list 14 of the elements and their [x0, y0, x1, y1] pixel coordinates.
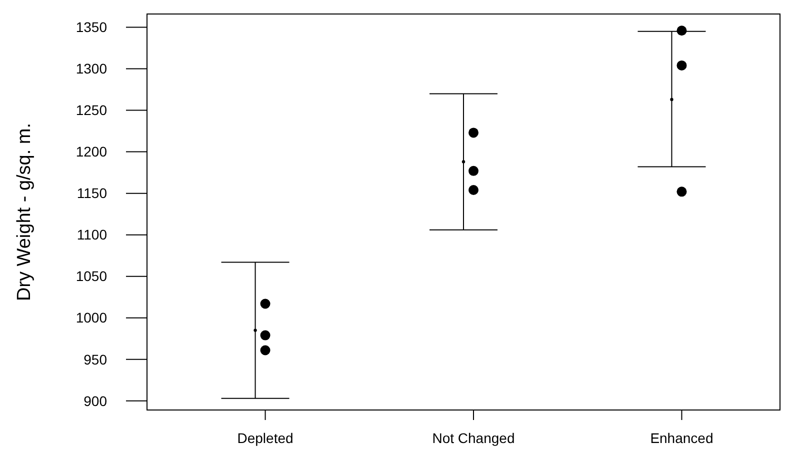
y-tick-label: 1300: [76, 60, 108, 77]
y-tick-label: 1250: [76, 102, 108, 118]
x-tick-label: Enhanced: [650, 430, 714, 446]
y-tick-label: 1350: [76, 19, 108, 36]
x-tick-label: Depleted: [237, 430, 294, 446]
y-tick-label: 900: [84, 392, 108, 409]
y-tick-label: 1200: [76, 144, 108, 160]
x-tick-label: Not Changed: [432, 430, 515, 446]
y-tick-label: 950: [84, 351, 108, 368]
y-tick-label: 1000: [76, 310, 108, 326]
y-tick-label: 1150: [76, 185, 108, 202]
y-axis-title: Dry Weight - g/sq. m.: [14, 122, 35, 302]
y-tick-label: 1100: [76, 226, 108, 243]
y-tick-label: 1050: [76, 268, 108, 284]
